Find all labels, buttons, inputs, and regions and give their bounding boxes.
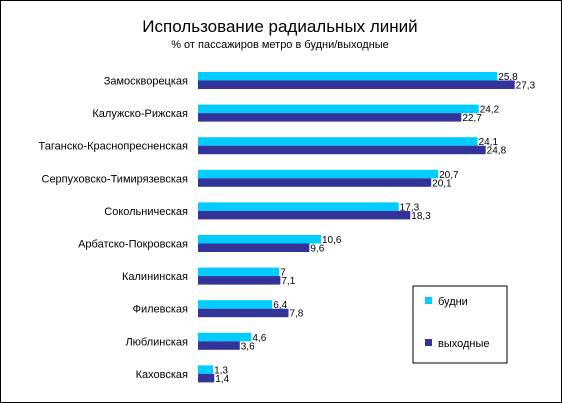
bar-weekday	[198, 202, 399, 211]
category-label: Замоскворецкая	[104, 76, 188, 88]
bar-weekday	[198, 72, 498, 81]
bar-weekend	[198, 113, 462, 122]
data-label: 20,7	[439, 170, 459, 181]
bar-weekday	[198, 169, 439, 179]
data-label: 4,6	[252, 333, 266, 344]
data-label: 25,8	[498, 72, 518, 83]
data-label: 27,3	[516, 81, 536, 92]
legend-swatch	[425, 339, 432, 346]
data-label: 24,1	[479, 137, 499, 148]
bar-weekday	[198, 365, 214, 374]
data-label: 7,8	[289, 309, 303, 320]
bar-weekend	[198, 145, 486, 155]
legend-label: будни	[438, 296, 468, 308]
category-label: Каховская	[136, 369, 188, 381]
data-label: 3,6	[241, 341, 255, 352]
data-label: 18,3	[411, 211, 431, 222]
category-label: Люблинская	[125, 336, 188, 348]
data-label: 1,4	[215, 374, 229, 385]
bar-weekday	[198, 137, 478, 146]
category-label: Сокольническая	[104, 206, 188, 218]
category-label: Таганско-Краснопресненская	[39, 141, 188, 153]
bar-weekend	[198, 308, 289, 318]
data-label: 6,4	[273, 300, 287, 311]
data-label: 24,2	[480, 105, 500, 116]
bar-weekend	[198, 178, 432, 187]
bar-weekend	[198, 210, 411, 220]
plot-area: Замоскворецкая 25,827,3 Калужско-Рижская 24…	[39, 72, 536, 385]
bar-weekday	[198, 104, 479, 114]
data-label: 1,3	[214, 365, 228, 376]
bar-weekend	[198, 373, 215, 383]
category-label: Калужско-Рижская	[92, 108, 188, 120]
bar-weekend	[198, 243, 310, 252]
bar-weekday	[198, 267, 280, 277]
bar-weekday	[198, 300, 273, 309]
bar-weekend	[198, 80, 515, 89]
bar-weekday	[198, 332, 252, 342]
legend: будни выходные	[412, 285, 508, 364]
category-label: Филевская	[133, 304, 188, 316]
legend-label: выходные	[438, 338, 490, 350]
category-label: Калининская	[122, 271, 188, 283]
data-label: 17,3	[400, 202, 420, 213]
bar-weekend	[198, 276, 281, 285]
category-label: Серпуховско-Тимирязевская	[42, 173, 189, 185]
bar-weekend	[198, 341, 240, 350]
data-label: 7	[280, 268, 286, 279]
bar-weekday	[198, 235, 321, 244]
chart-subtitle: % от пассажиров метро в будни/выходные	[171, 39, 389, 51]
data-label: 7,1	[281, 276, 295, 287]
data-label: 20,1	[432, 178, 452, 189]
legend-swatch	[425, 297, 432, 304]
data-label: 22,7	[462, 113, 482, 124]
category-label: Арбатско-Покровская	[78, 239, 188, 251]
data-label: 9,6	[310, 244, 324, 255]
chart-title: Использование радиальных линий	[142, 17, 417, 36]
data-label: 24,8	[487, 146, 507, 157]
data-label: 10,6	[322, 235, 342, 246]
